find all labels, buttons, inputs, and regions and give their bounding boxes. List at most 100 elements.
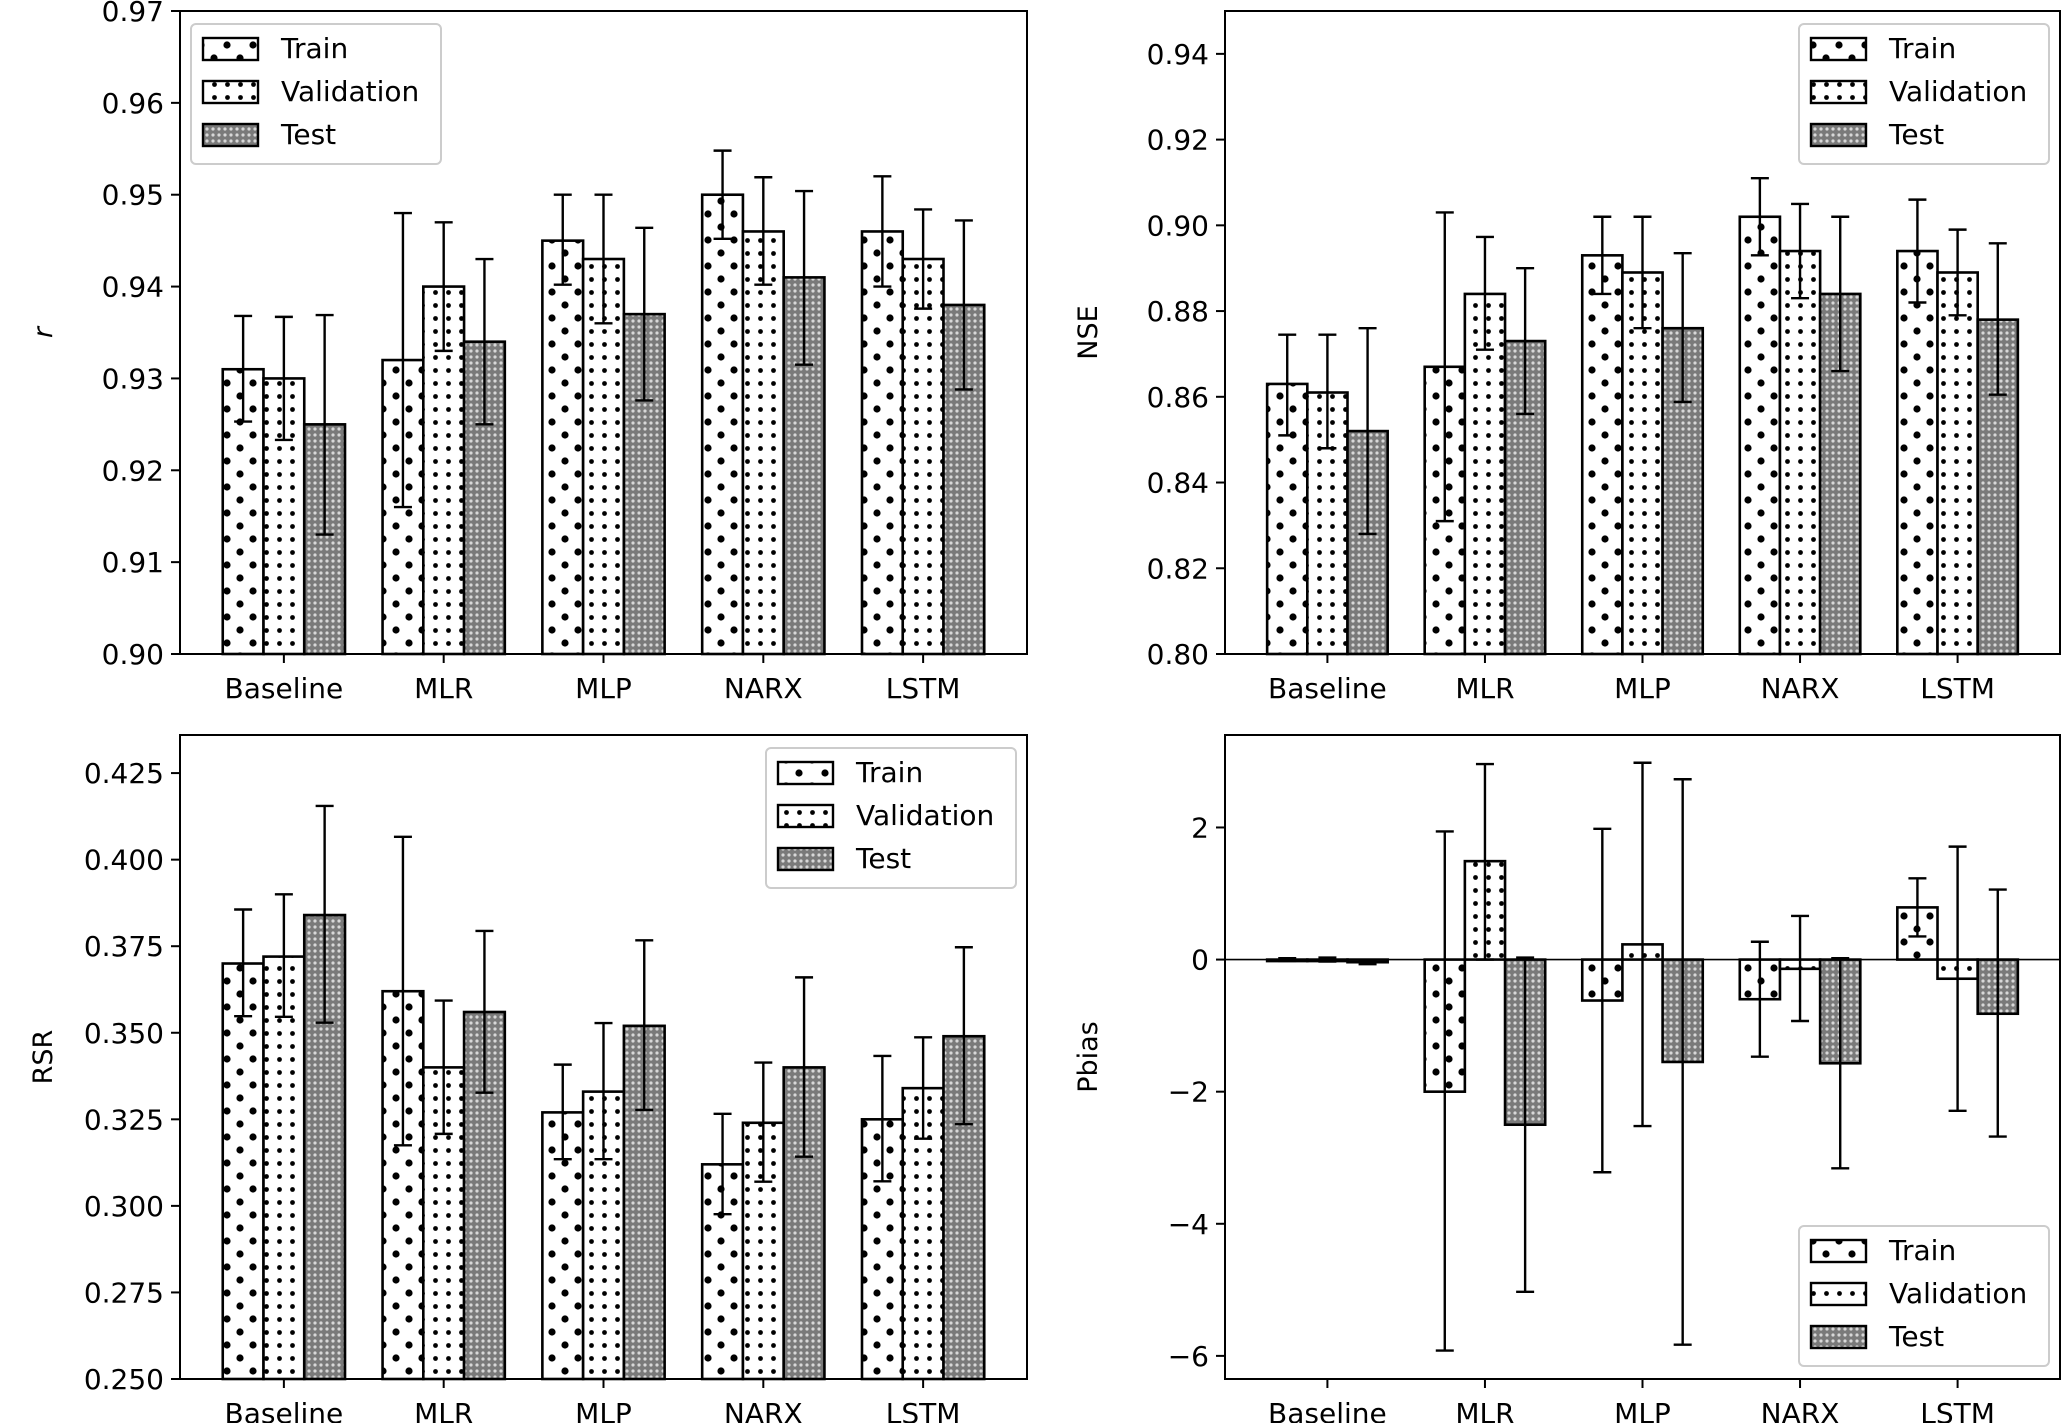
errorbar-train-mlr bbox=[393, 211, 412, 509]
errorbar-validation-mlr bbox=[434, 221, 453, 353]
errorbar-train-baseline bbox=[1278, 957, 1297, 963]
legend-label: Train bbox=[280, 32, 348, 65]
errorbar-train-narx bbox=[713, 149, 732, 241]
legend-swatch bbox=[776, 846, 835, 872]
y-tick-label: 0.92 bbox=[1147, 124, 1209, 157]
legend-item-test: Test bbox=[201, 118, 336, 151]
legend-item-validation: Validation bbox=[1809, 1277, 2027, 1310]
errorbar-train-baseline bbox=[234, 314, 253, 423]
errorbar-validation-lstm bbox=[1948, 228, 1967, 317]
x-tick-label: LSTM bbox=[886, 672, 961, 705]
x-tick-label: Baseline bbox=[225, 672, 344, 705]
errorbar-validation-narx bbox=[1791, 202, 1810, 300]
errorbar-validation-mlp bbox=[594, 1021, 613, 1161]
errorbar-test-mlr bbox=[475, 929, 494, 1094]
errorbar-train-lstm bbox=[873, 175, 892, 288]
x-tick-label: MLR bbox=[1455, 672, 1514, 705]
errorbar-train-mlp bbox=[553, 1063, 572, 1161]
errorbar-test-baseline bbox=[315, 313, 334, 536]
legend-item-train: Train bbox=[1809, 32, 1956, 65]
errorbar-test-mlp bbox=[1673, 778, 1692, 1346]
x-tick-label: NARX bbox=[724, 672, 803, 705]
legend-label: Train bbox=[1888, 1234, 1956, 1267]
bar-validation-mlp bbox=[1621, 271, 1664, 656]
bar-validation-narx bbox=[741, 230, 785, 656]
errorbar-validation-lstm bbox=[914, 208, 933, 310]
errorbar-train-narx bbox=[1750, 176, 1769, 257]
legend-item-validation: Validation bbox=[1809, 75, 2027, 108]
y-tick-label: 0.425 bbox=[84, 757, 164, 790]
errorbar-train-baseline bbox=[1278, 333, 1297, 437]
panel-nse: 0.80 0.82 0.84 0.86 0.88 0.90 0.92 0.94 Baseline… bbox=[1073, 10, 2061, 705]
bar-validation-baseline bbox=[262, 955, 306, 1381]
errorbar-test-narx bbox=[1831, 215, 1850, 373]
x-tick-label: Baseline bbox=[1268, 672, 1387, 705]
y-tick-label: 0.350 bbox=[84, 1017, 164, 1050]
x-tick-label: LSTM bbox=[1920, 1397, 1995, 1423]
bar-validation-mlr bbox=[1463, 292, 1507, 656]
y-tick-label: 0.82 bbox=[1147, 552, 1209, 585]
errorbar-train-mlp bbox=[553, 193, 572, 286]
errorbar-test-mlp bbox=[635, 226, 654, 402]
errorbar-test-mlr bbox=[1516, 956, 1535, 1294]
legend-label: Train bbox=[855, 756, 923, 789]
legend-swatch bbox=[776, 803, 835, 829]
y-tick-label: −4 bbox=[1168, 1208, 1209, 1241]
legend-swatch bbox=[776, 760, 835, 786]
errorbar-train-baseline bbox=[234, 908, 253, 1018]
legend-swatch bbox=[1809, 1324, 1868, 1350]
legend-label: Validation bbox=[281, 75, 419, 108]
legend-swatch bbox=[201, 36, 260, 62]
errorbar-test-baseline bbox=[1358, 327, 1377, 536]
x-tick-label: MLR bbox=[1455, 1397, 1514, 1423]
y-tick-label: 0.275 bbox=[84, 1276, 164, 1309]
panel-pbias: −6 −4 −2 0 2 Baseline MLR MLP NARX LSTM Pbias Train… bbox=[1073, 734, 2061, 1423]
bar-train-narx bbox=[700, 193, 745, 656]
y-tick-label: −2 bbox=[1168, 1076, 1209, 1109]
x-tick-label: Baseline bbox=[1268, 1397, 1387, 1423]
x-tick-label: NARX bbox=[1761, 672, 1840, 705]
errorbar-train-mlr bbox=[1435, 830, 1454, 1352]
y-tick-label: 0.250 bbox=[84, 1363, 164, 1396]
errorbar-validation-baseline bbox=[274, 893, 293, 1019]
x-tick-label: MLP bbox=[1614, 1397, 1671, 1423]
legend-item-test: Test bbox=[776, 842, 911, 875]
legend-label: Train bbox=[1888, 32, 1956, 65]
errorbar-test-lstm bbox=[1988, 242, 2007, 396]
bar-validation-lstm bbox=[901, 257, 945, 656]
errorbar-validation-baseline bbox=[274, 315, 293, 442]
legend-item-test: Test bbox=[1809, 1320, 1944, 1353]
legend-label: Test bbox=[1888, 118, 1944, 151]
legend-swatch bbox=[1809, 122, 1868, 148]
y-tick-label: 0.93 bbox=[102, 362, 164, 395]
y-tick-label: 2 bbox=[1191, 811, 1209, 844]
x-tick-label: Baseline bbox=[225, 1397, 344, 1423]
errorbar-validation-narx bbox=[1791, 914, 1810, 1023]
errorbar-train-narx bbox=[1750, 940, 1769, 1058]
legend: Train Validation Test bbox=[190, 23, 442, 165]
errorbar-validation-lstm bbox=[1948, 845, 1967, 1113]
errorbar-validation-lstm bbox=[914, 1036, 933, 1140]
errorbar-train-mlp bbox=[1593, 827, 1612, 1174]
errorbar-train-mlr bbox=[393, 835, 412, 1147]
y-tick-label: 0.95 bbox=[102, 179, 164, 212]
legend-swatch bbox=[201, 122, 260, 148]
y-tick-label: 0.88 bbox=[1147, 295, 1209, 328]
errorbar-validation-mlr bbox=[1475, 235, 1494, 351]
x-tick-label: MLP bbox=[1614, 672, 1671, 705]
x-tick-label: LSTM bbox=[1920, 672, 1995, 705]
y-tick-label: 0 bbox=[1191, 944, 1209, 977]
y-tick-label: 0.325 bbox=[84, 1103, 164, 1136]
legend-label: Test bbox=[280, 118, 336, 151]
y-tick-label: 0.94 bbox=[1147, 38, 1209, 71]
y-tick-label: 0.90 bbox=[102, 638, 164, 671]
errorbar-train-lstm bbox=[873, 1054, 892, 1183]
errorbar-test-lstm bbox=[954, 219, 973, 391]
errorbar-train-lstm bbox=[1908, 877, 1927, 938]
y-tick-label: 0.96 bbox=[102, 87, 164, 120]
bar-train-lstm bbox=[1896, 249, 1939, 656]
errorbar-test-narx bbox=[795, 189, 814, 366]
errorbar-validation-mlp bbox=[1633, 761, 1652, 1128]
bar-validation-narx bbox=[1778, 249, 1822, 656]
